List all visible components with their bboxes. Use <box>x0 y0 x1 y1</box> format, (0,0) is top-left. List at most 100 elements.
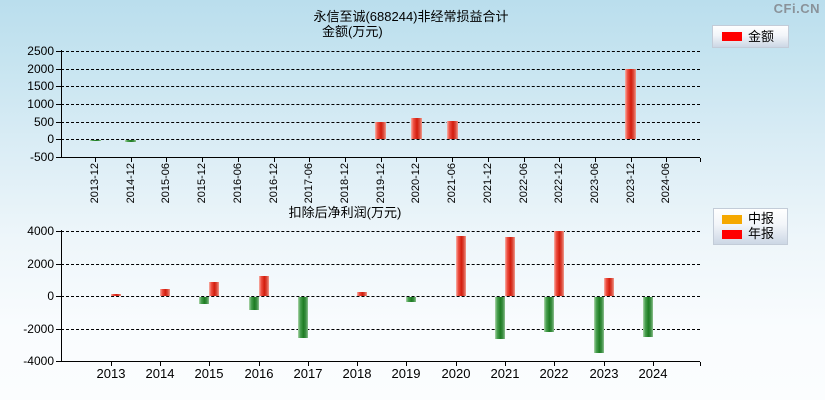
gridline-2500 <box>61 51 700 52</box>
x-axis-label: 2015-06 <box>160 163 172 204</box>
x-tick <box>160 362 161 366</box>
chart1-title: 永信至诚(688244)非经常损益合计 <box>313 9 509 24</box>
x-axis-label: 2019 <box>391 366 421 381</box>
x-axis-label: 2020 <box>441 366 471 381</box>
x-tick <box>274 158 275 162</box>
cfi-logo: CFi.CN <box>773 1 820 16</box>
y-tick--2000 <box>56 329 61 330</box>
y-axis-label: 0 <box>47 132 54 146</box>
x-axis-label: 2014 <box>145 366 175 381</box>
chart2-title: 扣除后净利润(万元) <box>288 205 402 220</box>
x-tick <box>631 158 632 162</box>
x-axis-label: 2023-06 <box>589 163 601 204</box>
legend-amount: 金额 <box>712 25 789 48</box>
gridline-1500 <box>61 86 700 87</box>
chart1-subtitle: 金额(万元) <box>322 24 383 39</box>
bar-2015-年报 <box>209 282 219 296</box>
x-axis-label: 2013-12 <box>89 163 101 204</box>
y-axis-label: 2500 <box>27 44 54 58</box>
y-axis-label: 4000 <box>27 224 54 238</box>
x-tick <box>505 362 506 366</box>
x-tick <box>666 158 667 162</box>
gridline-1000 <box>61 104 700 105</box>
bar-2020-年报 <box>456 236 466 296</box>
gridline-0 <box>61 139 700 140</box>
x-tick <box>559 158 560 162</box>
y-axis-label: 1000 <box>27 97 54 111</box>
bar-2022-中报 <box>544 297 554 332</box>
x-axis-label: 2022-12 <box>553 163 565 204</box>
bar-2013-年报 <box>111 294 121 296</box>
bar-2016-中报 <box>249 297 259 310</box>
x-tick <box>554 362 555 366</box>
y-tick-0 <box>56 139 61 140</box>
legend-item-amount: 金额 <box>722 28 775 44</box>
x-tick <box>345 158 346 162</box>
bar-2016-年报 <box>259 276 269 296</box>
legend-report-types: 中报 年报 <box>713 208 788 245</box>
legend-swatch-annual <box>722 229 742 239</box>
x-axis-label: 2017-06 <box>303 163 315 204</box>
bar-2020-12-金额 <box>411 118 422 139</box>
y-axis-label: 500 <box>33 115 54 129</box>
x-tick <box>202 158 203 162</box>
bar-2019-年报 <box>406 297 416 302</box>
y-tick--4000 <box>56 361 61 362</box>
x-axis-label: 2016-06 <box>232 163 244 204</box>
y-tick-4000 <box>56 231 61 232</box>
y-tick-0 <box>56 296 61 297</box>
bar-2014-12-金额 <box>125 140 136 142</box>
x-axis-label: 2013 <box>96 366 126 381</box>
x-axis-label: 2023 <box>589 366 619 381</box>
x-tick <box>595 158 596 162</box>
legend-swatch-interim <box>722 214 742 224</box>
x-tick <box>381 158 382 162</box>
y-tick-500 <box>56 122 61 123</box>
x-tick <box>309 158 310 162</box>
x-axis-end-tick <box>700 362 701 366</box>
x-tick <box>308 362 309 366</box>
y-axis-line <box>61 50 62 157</box>
bar-2017-中报 <box>298 297 308 338</box>
bar-2023-中报 <box>594 297 604 353</box>
bar-2019-12-金额 <box>375 122 386 139</box>
legend-label-interim: 中报 <box>748 211 775 226</box>
y-tick-2000 <box>56 264 61 265</box>
x-axis-label: 2022-06 <box>518 163 530 204</box>
bar-2024-中报 <box>643 297 653 337</box>
x-axis-label: 2015-12 <box>196 163 208 204</box>
gridline-0 <box>61 296 700 297</box>
bar-2021-中报 <box>495 297 505 339</box>
x-tick <box>111 362 112 366</box>
gridline-4000 <box>61 231 700 232</box>
bar-2021-年报 <box>505 237 515 296</box>
legend-swatch-amount <box>722 32 742 41</box>
bar-2014-年报 <box>160 289 170 296</box>
bar-2018-年报 <box>357 292 367 296</box>
x-axis-label: 2016 <box>244 366 274 381</box>
y-tick-1000 <box>56 104 61 105</box>
bar-2022-年报 <box>554 231 564 296</box>
x-tick <box>452 158 453 162</box>
x-axis-label: 2024 <box>638 366 668 381</box>
bar-2023-12-金额 <box>625 69 636 139</box>
x-axis-label: 2022 <box>539 366 569 381</box>
y-axis-label: -2000 <box>23 322 54 336</box>
x-tick <box>131 158 132 162</box>
bar-2023-年报 <box>604 278 614 296</box>
x-axis-label: 2021-12 <box>482 163 494 204</box>
y-axis-label: 2000 <box>27 62 54 76</box>
x-tick <box>524 158 525 162</box>
bar-2021-06-金额 <box>447 121 458 139</box>
legend-label-amount: 金额 <box>748 28 775 44</box>
x-axis-line <box>61 361 700 362</box>
x-axis-label: 2018 <box>342 366 372 381</box>
legend-item-interim: 中报 <box>722 212 787 226</box>
x-tick <box>166 158 167 162</box>
x-tick <box>95 158 96 162</box>
x-axis-label: 2019-12 <box>375 163 387 204</box>
gridline-2000 <box>61 264 700 265</box>
y-axis-label: -4000 <box>23 354 54 368</box>
y-axis-label: 2000 <box>27 257 54 271</box>
